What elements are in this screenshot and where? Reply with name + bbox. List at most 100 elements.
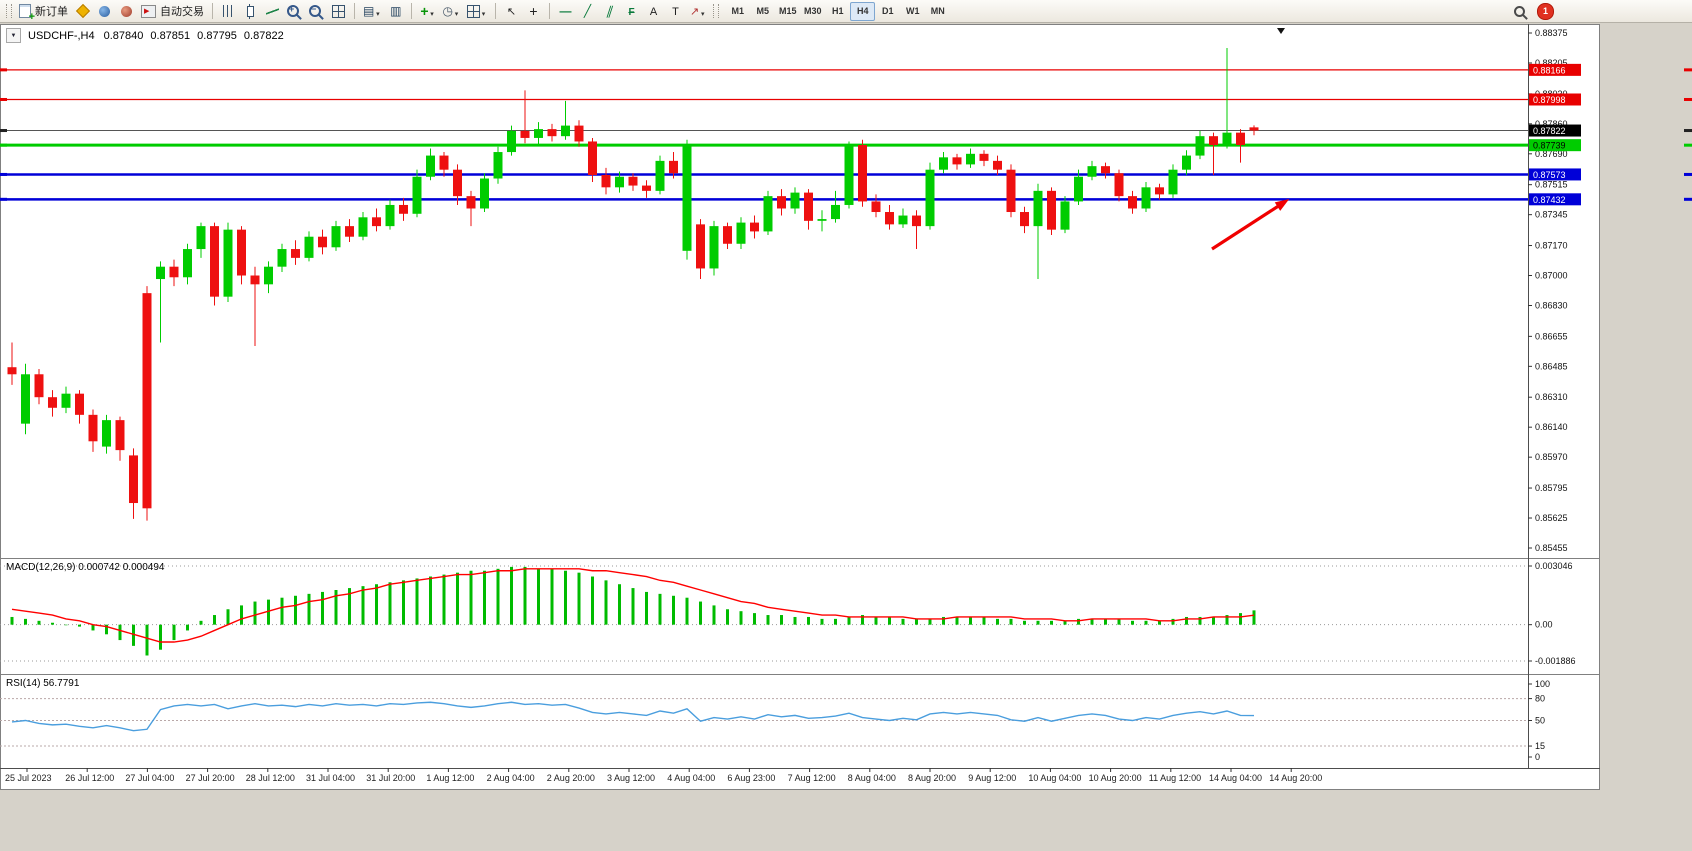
support-button[interactable] bbox=[116, 2, 137, 21]
tile-windows-button[interactable] bbox=[328, 2, 349, 21]
svg-text:0.86310: 0.86310 bbox=[1535, 392, 1568, 402]
bar-chart-button[interactable] bbox=[218, 2, 239, 21]
timeframe-button-m5[interactable]: M5 bbox=[750, 2, 775, 21]
price-badge-0.88166: 0.88166 bbox=[1529, 63, 1581, 76]
svg-text:11 Aug 12:00: 11 Aug 12:00 bbox=[1149, 773, 1201, 783]
label-tool-button[interactable] bbox=[665, 2, 686, 21]
svg-text:2 Aug 20:00: 2 Aug 20:00 bbox=[547, 773, 595, 783]
timeframe-button-m1[interactable]: M1 bbox=[725, 2, 750, 21]
svg-text:14 Aug 04:00: 14 Aug 04:00 bbox=[1209, 773, 1262, 783]
toolbar-separator bbox=[212, 3, 213, 19]
line-right-marker bbox=[1684, 129, 1692, 133]
data-window-icon bbox=[390, 5, 401, 17]
toolbar-drag-handle[interactable] bbox=[6, 4, 12, 18]
chart-symbol-label: USDCHF-,H4 bbox=[28, 29, 95, 42]
svg-text:31 Jul 20:00: 31 Jul 20:00 bbox=[366, 773, 415, 783]
timeframe-button-m15[interactable]: M15 bbox=[775, 2, 800, 21]
svg-text:3 Aug 12:00: 3 Aug 12:00 bbox=[607, 773, 655, 783]
svg-text:28 Jul 12:00: 28 Jul 12:00 bbox=[246, 773, 295, 783]
indicators-list-icon bbox=[363, 5, 374, 17]
line-right-marker bbox=[1684, 97, 1692, 101]
chevron-down-icon bbox=[453, 4, 460, 19]
cursor-button[interactable] bbox=[501, 2, 522, 21]
svg-text:7 Aug 12:00: 7 Aug 12:00 bbox=[788, 773, 836, 783]
community-icon bbox=[99, 5, 110, 17]
svg-text:2 Aug 04:00: 2 Aug 04:00 bbox=[487, 773, 535, 783]
svg-text:0.87690: 0.87690 bbox=[1535, 149, 1568, 159]
line-right-marker bbox=[1684, 197, 1692, 201]
text-icon bbox=[650, 5, 657, 18]
chart-low-value: 0.87795 bbox=[197, 29, 237, 42]
svg-text:0.87739: 0.87739 bbox=[1533, 141, 1566, 151]
search-button[interactable] bbox=[1510, 2, 1531, 21]
timeframe-button-m30[interactable]: M30 bbox=[800, 2, 825, 21]
community-button[interactable] bbox=[94, 2, 115, 21]
arrows-tool-button[interactable] bbox=[687, 2, 709, 21]
svg-text:0.87573: 0.87573 bbox=[1533, 170, 1566, 180]
shift-end-marker-icon[interactable] bbox=[1277, 28, 1285, 34]
chart-window-frame bbox=[0, 24, 1600, 790]
data-window-button[interactable] bbox=[385, 2, 406, 21]
periods-clock-icon bbox=[443, 5, 453, 17]
support-icon bbox=[121, 5, 132, 17]
notification-badge[interactable]: 1 bbox=[1537, 2, 1554, 20]
svg-text:0.87515: 0.87515 bbox=[1535, 180, 1568, 190]
chevron-down-icon bbox=[480, 4, 487, 19]
toolbar-right-group: 1 bbox=[1510, 2, 1554, 21]
horizontal-line-tool-button[interactable] bbox=[555, 2, 576, 21]
candlestick-chart-icon bbox=[247, 3, 254, 19]
line-left-marker bbox=[0, 197, 7, 201]
candlestick-chart-button[interactable] bbox=[240, 2, 261, 21]
price-badge-0.87998: 0.87998 bbox=[1529, 93, 1581, 106]
rsi-line bbox=[11, 701, 1255, 732]
price-axis: 0.883750.882050.880300.878600.876900.875… bbox=[1528, 28, 1568, 553]
trend-arrow-annotation[interactable] bbox=[1211, 203, 1281, 251]
svg-text:4 Aug 04:00: 4 Aug 04:00 bbox=[667, 773, 715, 783]
new-order-button[interactable]: 新订单 bbox=[16, 2, 71, 23]
svg-text:0.87998: 0.87998 bbox=[1533, 95, 1566, 105]
line-left-marker bbox=[0, 172, 7, 176]
autotrade-button[interactable]: 自动交易 bbox=[138, 2, 207, 21]
new-order-label: 新订单 bbox=[35, 6, 68, 18]
line-right-marker bbox=[1684, 143, 1692, 147]
svg-text:0.86655: 0.86655 bbox=[1535, 331, 1568, 341]
line-right-marker bbox=[1684, 172, 1692, 176]
svg-text:31 Jul 04:00: 31 Jul 04:00 bbox=[306, 773, 355, 783]
timeframe-button-h4[interactable]: H4 bbox=[850, 1, 876, 21]
search-icon bbox=[1513, 5, 1525, 17]
svg-text:0.87000: 0.87000 bbox=[1535, 271, 1568, 281]
text-tool-button[interactable] bbox=[643, 2, 664, 21]
price-badge-0.87822: 0.87822 bbox=[1529, 124, 1581, 137]
timeframe-button-d1[interactable]: D1 bbox=[875, 2, 900, 21]
line-left-marker bbox=[0, 97, 7, 101]
zoom-in-button[interactable] bbox=[284, 2, 305, 21]
trendline-tool-button[interactable] bbox=[577, 2, 598, 21]
fibonacci-icon bbox=[628, 5, 634, 18]
indicators-list-button[interactable] bbox=[360, 2, 384, 21]
crosshair-button[interactable] bbox=[523, 2, 544, 21]
templates-button[interactable] bbox=[464, 2, 490, 21]
timeframe-button-h1[interactable]: H1 bbox=[825, 2, 850, 21]
fibonacci-button[interactable] bbox=[621, 2, 642, 21]
mql5-market-button[interactable] bbox=[72, 2, 93, 21]
toolbar-drag-handle[interactable] bbox=[713, 4, 720, 18]
chart-high-value: 0.87851 bbox=[150, 29, 191, 42]
autotrade-label: 自动交易 bbox=[160, 6, 204, 18]
zoom-out-button[interactable] bbox=[306, 2, 327, 21]
chevron-down-icon bbox=[699, 4, 706, 19]
timeframe-button-mn[interactable]: MN bbox=[925, 2, 950, 21]
line-chart-button[interactable] bbox=[262, 2, 283, 21]
periods-button[interactable] bbox=[440, 2, 463, 21]
timeframe-button-w1[interactable]: W1 bbox=[900, 2, 925, 21]
equidistant-channel-button[interactable] bbox=[599, 2, 620, 21]
svg-text:0.87822: 0.87822 bbox=[1533, 126, 1566, 136]
svg-text:0.87432: 0.87432 bbox=[1533, 195, 1566, 205]
toolbar-separator bbox=[354, 3, 355, 19]
one-click-trading-toggle[interactable] bbox=[6, 28, 21, 43]
svg-text:0.86830: 0.86830 bbox=[1535, 300, 1568, 310]
chart-header: USDCHF-,H4 0.87840 0.87851 0.87795 0.878… bbox=[6, 28, 284, 43]
zoom-in-icon bbox=[287, 4, 299, 17]
svg-text:10 Aug 04:00: 10 Aug 04:00 bbox=[1028, 773, 1081, 783]
add-indicator-button[interactable] bbox=[417, 2, 438, 21]
